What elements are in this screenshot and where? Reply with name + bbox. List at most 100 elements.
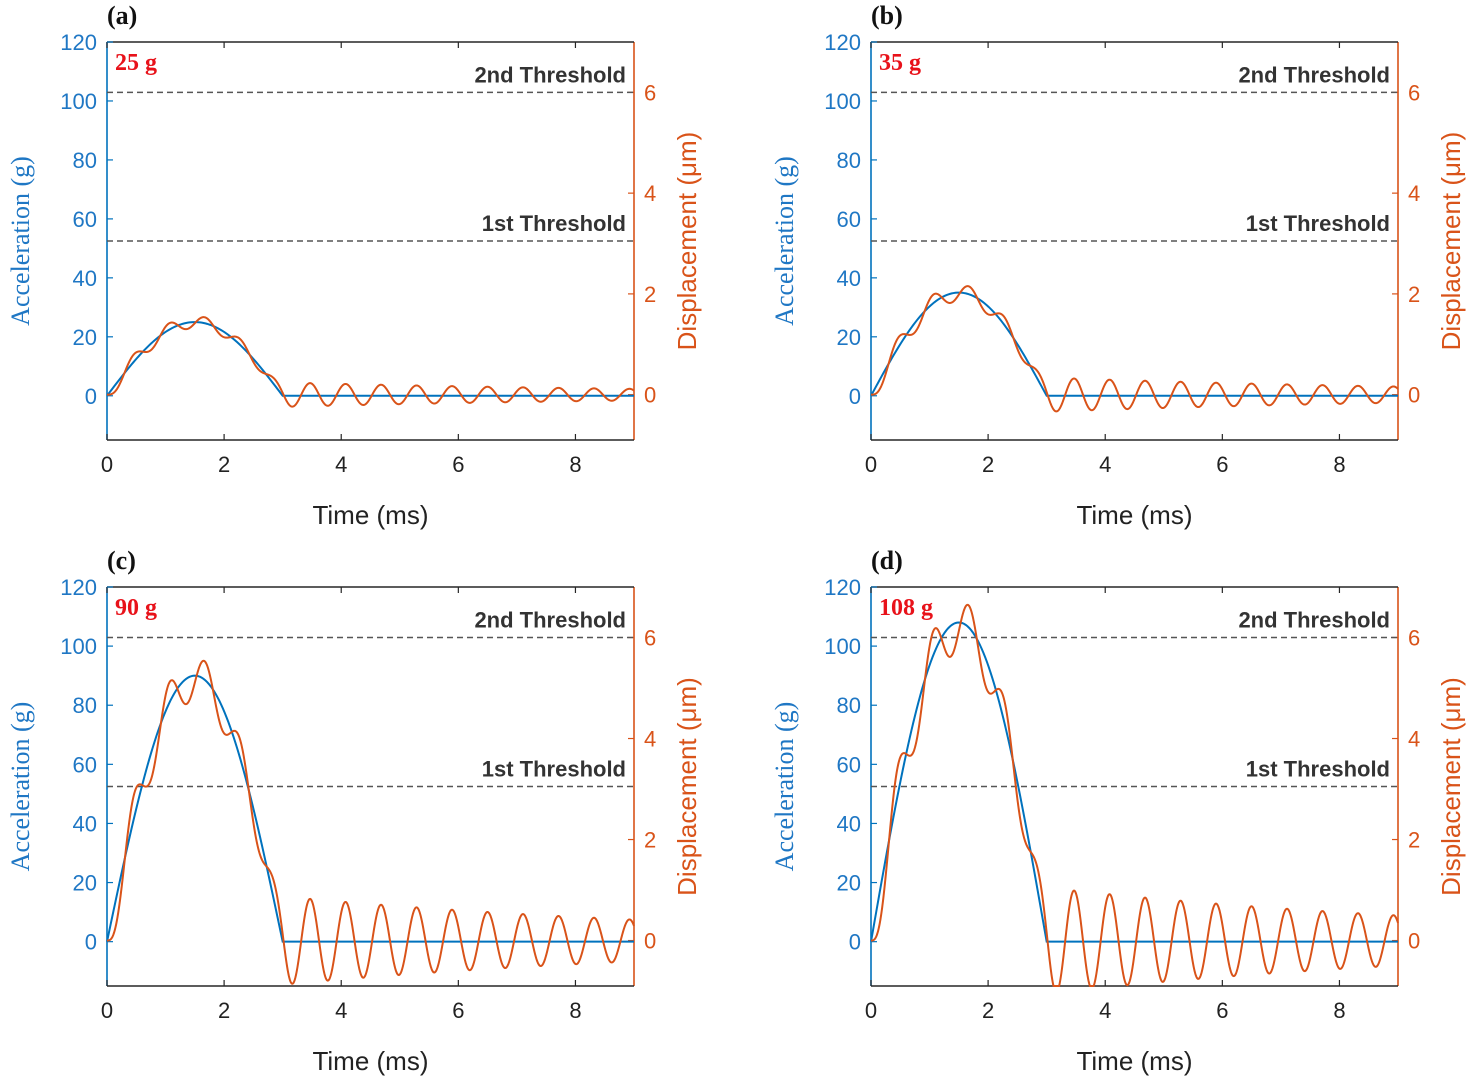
right-tick-label: 0 [644,383,656,408]
x-tick-label: 8 [1333,452,1345,477]
left-tick-label: 0 [85,384,97,409]
x-tick-label: 0 [101,998,113,1023]
left-tick-label: 60 [73,752,97,777]
left-tick-label: 80 [73,148,97,173]
x-tick-label: 4 [335,998,347,1023]
right-tick-label: 2 [1408,282,1420,307]
x-axis-title: Time (ms) [1076,500,1192,530]
left-tick-label: 120 [824,30,861,55]
left-tick-label: 60 [837,207,861,232]
left-tick-label: 60 [837,752,861,777]
left-tick-label: 120 [824,575,861,600]
x-tick-label: 6 [1216,452,1228,477]
left-axis-title: Acceleration (g) [6,702,35,872]
x-tick-label: 2 [982,452,994,477]
left-tick-label: 80 [837,693,861,718]
x-tick-label: 6 [1216,998,1228,1023]
right-tick-label: 2 [644,282,656,307]
threshold-label: 1st Threshold [482,757,626,782]
acceleration-line [106,674,634,943]
threshold-label: 2nd Threshold [474,608,626,633]
x-tick-label: 2 [982,998,994,1023]
x-tick-label: 4 [1099,452,1111,477]
left-tick-label: 0 [849,384,861,409]
left-tick-label: 100 [60,634,97,659]
right-axis-title: Displacement (μm) [1436,677,1466,896]
left-tick-label: 20 [837,871,861,896]
panel-label: (d) [871,546,903,575]
right-tick-label: 6 [644,80,656,105]
threshold-label: 2nd Threshold [1238,608,1390,633]
right-tick-label: 6 [644,626,656,651]
acceleration-line [870,291,1398,397]
left-tick-label: 100 [60,89,97,114]
left-tick-label: 100 [824,634,861,659]
left-axis-title: Acceleration (g) [770,156,799,326]
right-tick-label: 4 [644,181,656,206]
left-tick-label: 60 [73,207,97,232]
x-tick-label: 8 [569,452,581,477]
left-tick-label: 40 [837,811,861,836]
right-axis-title: Displacement (μm) [1436,132,1466,351]
panel-label: (a) [107,1,137,30]
left-tick-label: 40 [837,266,861,291]
left-tick-label: 100 [824,89,861,114]
x-tick-label: 6 [452,998,464,1023]
amplitude-label: 90 g [115,595,157,621]
acceleration-line [106,321,634,397]
right-tick-label: 0 [1408,929,1420,954]
left-tick-label: 80 [837,148,861,173]
x-axis-title: Time (ms) [312,500,428,530]
left-axis-title: Acceleration (g) [6,156,35,326]
threshold-label: 1st Threshold [482,211,626,236]
x-tick-label: 8 [569,998,581,1023]
x-tick-label: 0 [865,998,877,1023]
right-tick-label: 0 [644,929,656,954]
x-tick-label: 2 [218,452,230,477]
left-tick-label: 120 [60,575,97,600]
x-tick-label: 2 [218,998,230,1023]
x-tick-label: 0 [101,452,113,477]
displacement-line [107,659,635,985]
right-tick-label: 6 [1408,80,1420,105]
panel-label: (b) [871,1,903,30]
x-axis-title: Time (ms) [1076,1046,1192,1076]
right-tick-label: 4 [644,727,656,752]
amplitude-label: 25 g [115,50,157,76]
x-axis-title: Time (ms) [312,1046,428,1076]
right-tick-label: 4 [1408,727,1420,752]
panel-label: (c) [107,546,136,575]
left-tick-label: 20 [837,325,861,350]
amplitude-label: 35 g [879,50,921,76]
left-tick-label: 80 [73,693,97,718]
x-tick-label: 6 [452,452,464,477]
acceleration-line [870,621,1398,943]
left-tick-label: 20 [73,871,97,896]
amplitude-label: 108 g [879,595,933,621]
right-tick-label: 2 [1408,828,1420,853]
left-tick-label: 120 [60,30,97,55]
right-tick-label: 6 [1408,626,1420,651]
displacement-line [871,285,1399,413]
x-tick-label: 8 [1333,998,1345,1023]
right-axis-title: Displacement (μm) [672,132,702,351]
left-tick-label: 0 [85,930,97,955]
threshold-label: 1st Threshold [1246,211,1390,236]
left-tick-label: 40 [73,266,97,291]
x-tick-label: 4 [1099,998,1111,1023]
left-axis-title: Acceleration (g) [770,702,799,872]
left-tick-label: 40 [73,811,97,836]
x-tick-label: 4 [335,452,347,477]
right-tick-label: 2 [644,828,656,853]
displacement-line [107,316,635,408]
right-tick-label: 4 [1408,181,1420,206]
displacement-line [871,603,1399,987]
right-tick-label: 0 [1408,383,1420,408]
left-tick-label: 20 [73,325,97,350]
threshold-label: 2nd Threshold [1238,62,1390,87]
threshold-label: 1st Threshold [1246,757,1390,782]
